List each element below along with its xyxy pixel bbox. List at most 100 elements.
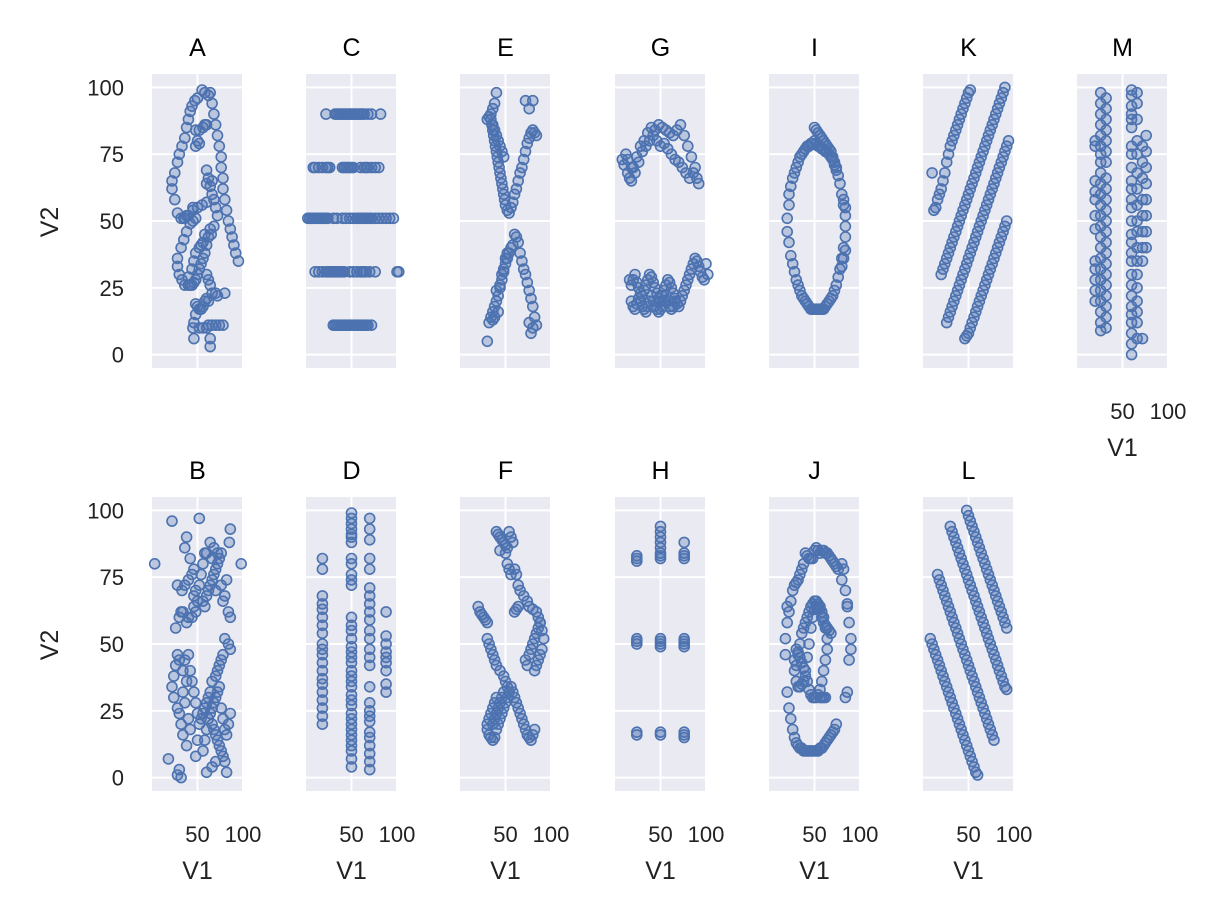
scatter-point xyxy=(497,686,510,698)
scatter-point xyxy=(195,568,207,581)
x-tick-label: 100 xyxy=(1150,399,1187,424)
scatter-point xyxy=(1131,97,1143,110)
scatter-point xyxy=(217,183,229,195)
panel-title: I xyxy=(811,34,818,62)
scatter-point xyxy=(781,212,794,225)
y-tick-label: 100 xyxy=(87,75,124,100)
scatter-point xyxy=(1131,281,1143,294)
scatter-point xyxy=(345,557,358,570)
scatter-point xyxy=(182,712,195,725)
scatter-point xyxy=(843,654,855,666)
scatter-point xyxy=(1140,241,1152,254)
scatter-point xyxy=(200,268,213,281)
scatter-point xyxy=(383,212,396,225)
scatter-point xyxy=(1100,289,1112,302)
scatter-point xyxy=(316,611,329,624)
scatter-point xyxy=(1136,332,1149,345)
scatter-point xyxy=(345,579,358,592)
scatter-point xyxy=(1125,201,1138,214)
scatter-point xyxy=(630,555,643,567)
scatter-point xyxy=(1125,175,1138,187)
scatter-point xyxy=(701,268,714,281)
scatter-point xyxy=(189,298,202,310)
scatter-point xyxy=(497,151,510,163)
scatter-point xyxy=(380,678,392,690)
x-tick-label: 50 xyxy=(1110,399,1134,424)
scatter-point xyxy=(654,640,667,653)
panel-h xyxy=(615,497,707,791)
scatter-point xyxy=(211,209,224,222)
scatter-point xyxy=(219,590,231,602)
scatter-point xyxy=(1131,268,1143,281)
scatter-point xyxy=(971,769,984,781)
x-axis-label: V1 xyxy=(182,857,213,885)
x-tick-label: 50 xyxy=(802,822,826,847)
scatter-point xyxy=(779,648,792,661)
point-group xyxy=(779,541,857,757)
scatter-point xyxy=(199,734,211,747)
scatter-point xyxy=(316,678,329,690)
scatter-point xyxy=(365,319,378,332)
scatter-point xyxy=(363,763,376,776)
panel-b xyxy=(148,497,247,791)
scatter-point xyxy=(380,606,392,618)
scatter-point xyxy=(494,279,506,291)
y-tick-label: 25 xyxy=(100,276,124,301)
scatter-point xyxy=(360,265,372,278)
panel-title: H xyxy=(651,457,669,485)
panel-f xyxy=(460,497,552,791)
scatter-point xyxy=(1100,311,1112,324)
scatter-point xyxy=(784,712,797,725)
scatter-point xyxy=(781,616,794,629)
scatter-point xyxy=(678,640,691,653)
panel-title: G xyxy=(651,34,670,62)
x-tick-label: 50 xyxy=(339,822,363,847)
scatter-point xyxy=(193,512,206,525)
scatter-point xyxy=(363,755,376,768)
scatter-point xyxy=(188,686,200,698)
scatter-point xyxy=(345,753,358,765)
scatter-point xyxy=(1100,113,1112,126)
panel-k xyxy=(923,74,1015,368)
x-tick-label: 100 xyxy=(225,822,262,847)
scatter-point xyxy=(345,624,358,637)
scatter-point xyxy=(374,108,387,120)
scatter-point xyxy=(187,201,199,214)
panel-title: B xyxy=(189,457,206,485)
panel-m xyxy=(1077,74,1169,368)
scatter-point xyxy=(1100,279,1112,291)
scatter-point xyxy=(316,718,329,731)
scatter-point xyxy=(345,656,358,669)
scatter-point xyxy=(1094,148,1107,160)
point-group xyxy=(616,119,714,318)
scatter-point xyxy=(316,552,329,565)
scatter-point xyxy=(184,664,196,677)
scatter-point xyxy=(1131,113,1143,126)
scatter-point xyxy=(1136,225,1149,238)
scatter-point xyxy=(1100,92,1112,104)
scatter-point xyxy=(654,729,667,741)
scatter-point xyxy=(692,177,705,190)
scatter-point xyxy=(189,94,201,107)
scatter-point xyxy=(525,327,537,340)
scatter-point xyxy=(369,161,382,174)
scatter-point xyxy=(222,718,235,731)
x-tick-label: 100 xyxy=(379,822,416,847)
scatter-point xyxy=(184,723,196,736)
scatter-point xyxy=(501,247,514,259)
scatter-point xyxy=(835,557,848,570)
scatter-point xyxy=(188,332,200,345)
scatter-point xyxy=(528,723,541,736)
scatter-point xyxy=(1000,683,1013,696)
x-axis-label: V1 xyxy=(799,857,830,885)
scatter-point xyxy=(685,151,698,163)
x-tick-label: 100 xyxy=(688,822,725,847)
scatter-point xyxy=(223,536,236,549)
scatter-point xyxy=(486,314,499,326)
scatter-point xyxy=(213,680,226,693)
scatter-point xyxy=(380,630,392,642)
scatter-point xyxy=(1089,255,1101,267)
scatter-point xyxy=(316,619,329,632)
scatter-point xyxy=(220,204,233,217)
